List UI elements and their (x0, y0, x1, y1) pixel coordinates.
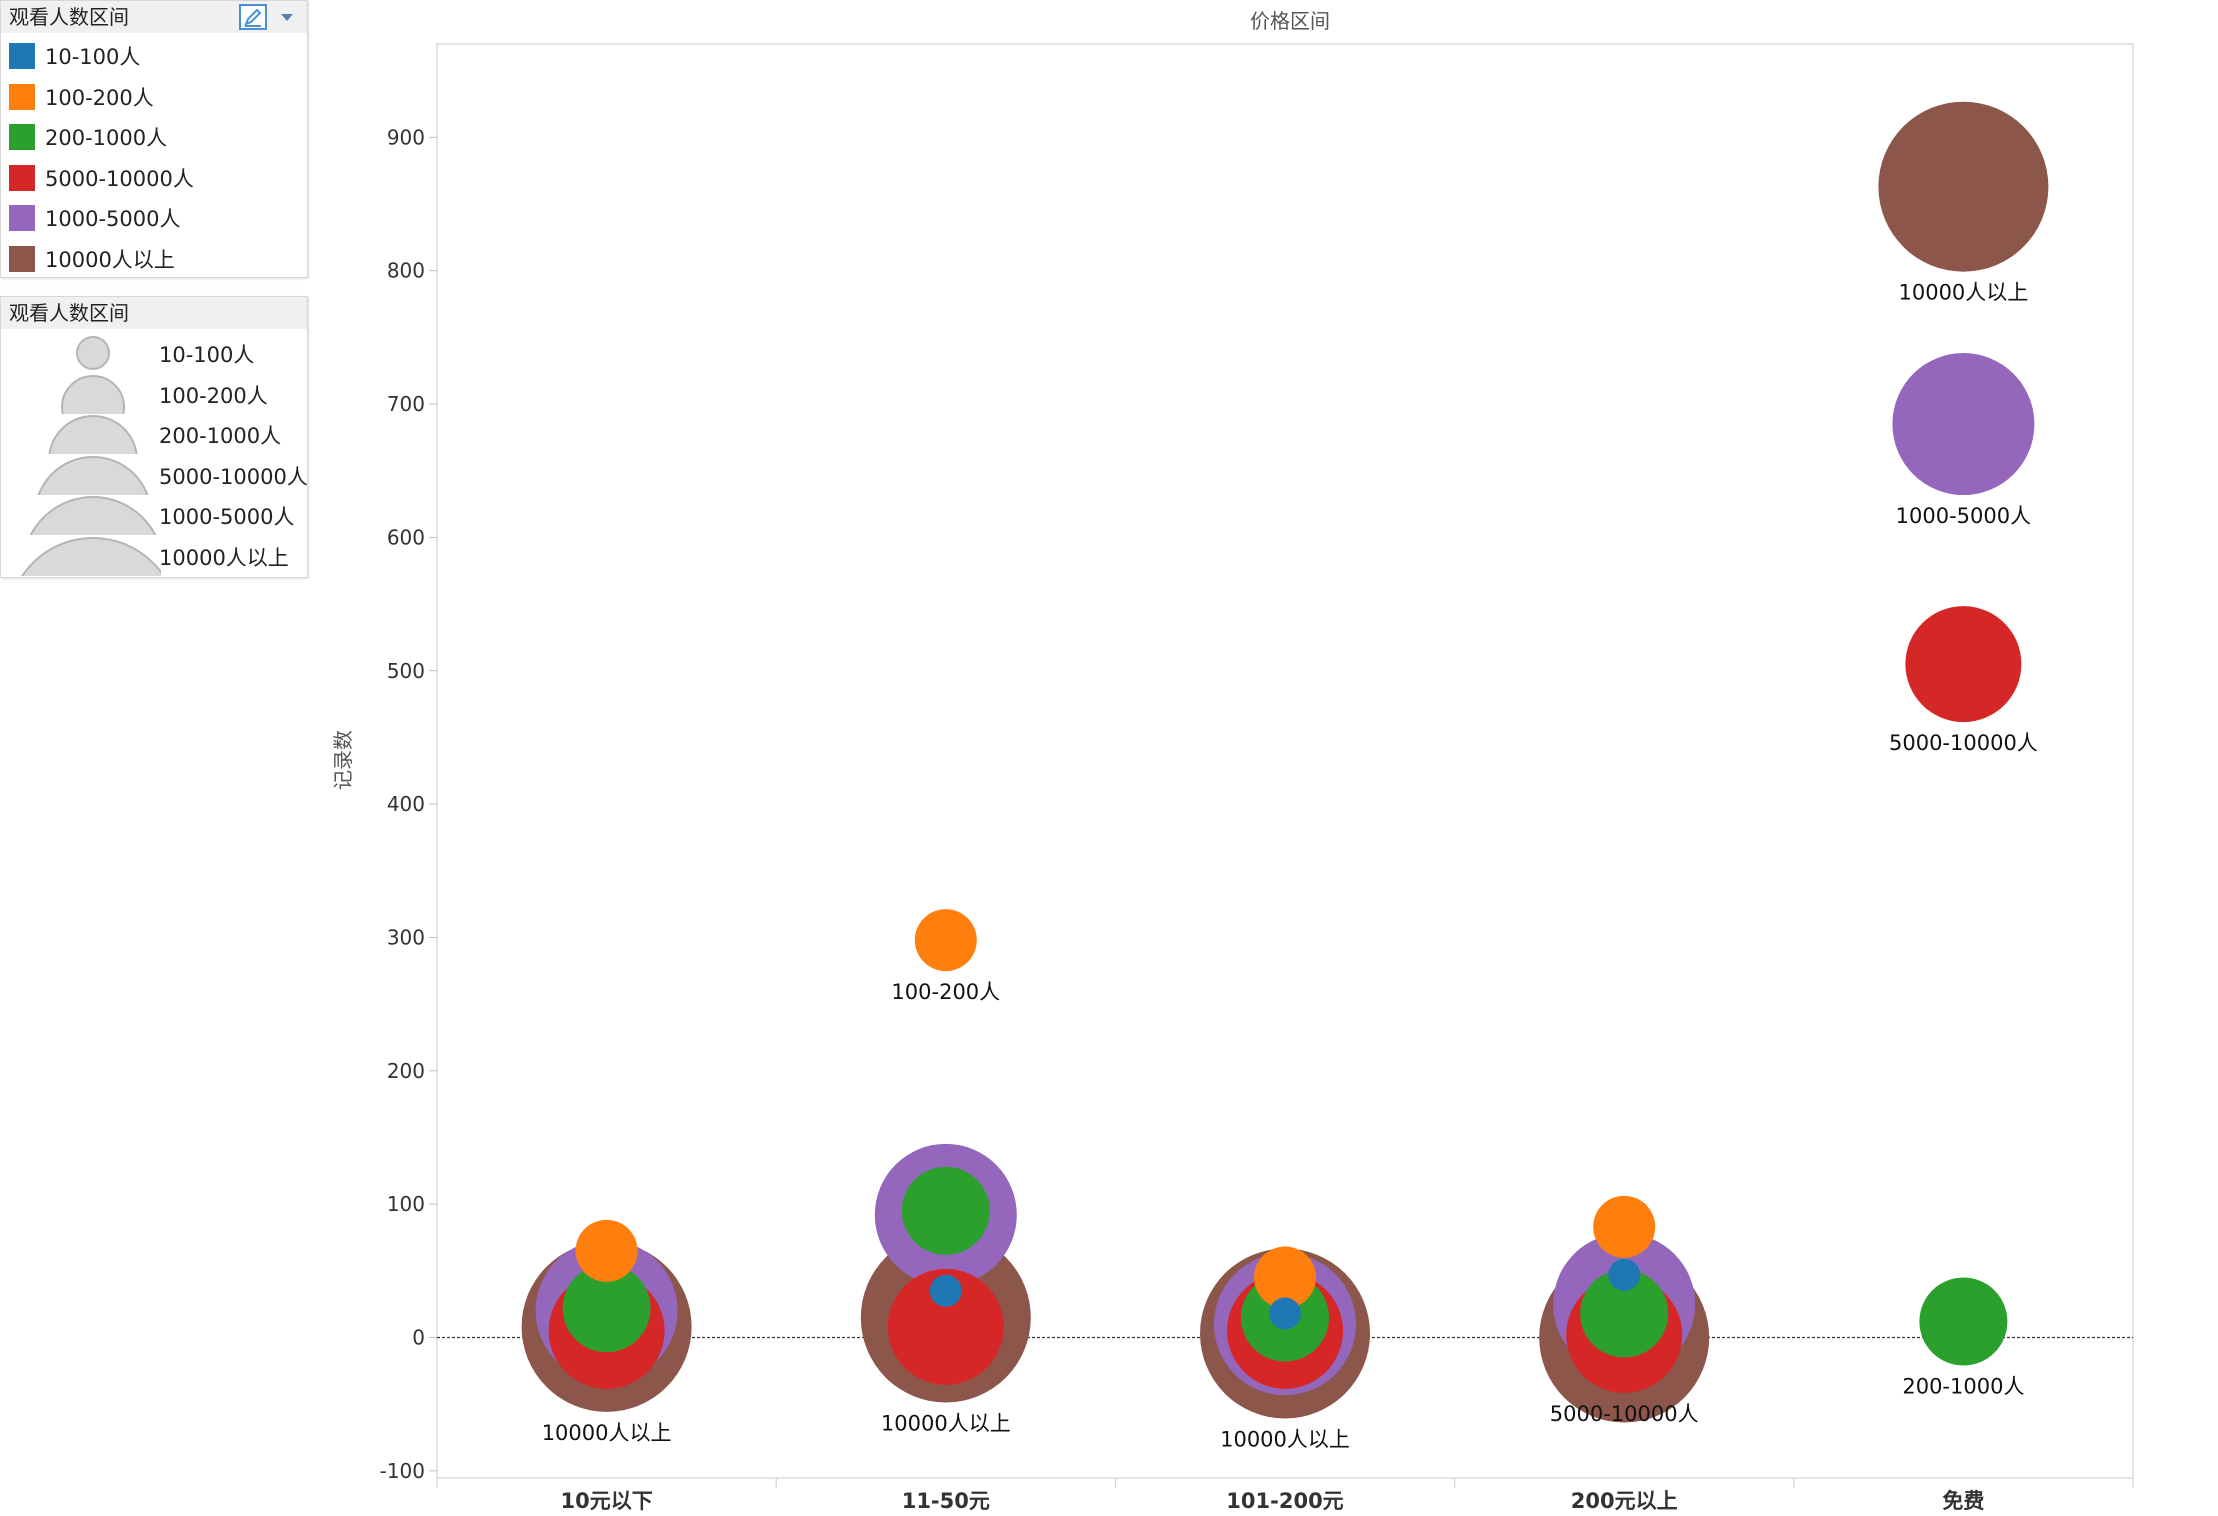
bubble-point[interactable] (1254, 1246, 1316, 1309)
y-tick-label: 100 (387, 1192, 425, 1216)
bubble-label: 10000人以上 (881, 1411, 1011, 1435)
y-axis-title: 记录数 (331, 730, 355, 790)
x-category-label: 200元以上 (1571, 1489, 1678, 1513)
bubble-point[interactable] (887, 1268, 1004, 1385)
x-category-label: 101-200元 (1226, 1489, 1343, 1513)
y-tick-label: 500 (387, 659, 425, 683)
size-legend-item[interactable]: 10000人以上 (1, 536, 301, 576)
color-swatch (9, 205, 35, 231)
chart-title: 价格区间 (1250, 9, 1330, 33)
size-legend: 观看人数区间 10-100人 100-200人 200-1000人 5000-1000… (0, 296, 308, 578)
legend-menu-chevron-icon[interactable] (281, 14, 293, 21)
color-legend-item[interactable]: 10000人以上 (1, 238, 301, 278)
color-legend: 观看人数区间 10-100人 100-200人 200-1000人 5000-1000… (0, 0, 308, 278)
y-tick-label: 0 (412, 1326, 425, 1350)
x-category-label: 11-50元 (902, 1489, 990, 1513)
size-legend-title: 观看人数区间 (1, 297, 307, 329)
bubble-point[interactable] (929, 1274, 962, 1307)
bubble-point[interactable] (1580, 1269, 1669, 1358)
color-legend-label: 100-200人 (45, 85, 154, 110)
bubble-point[interactable] (1269, 1297, 1301, 1330)
size-legend-label: 5000-10000人 (159, 464, 308, 489)
bubble-point[interactable] (1608, 1258, 1641, 1291)
y-tick-label: 900 (387, 125, 425, 149)
size-legend-title-text: 观看人数区间 (9, 301, 129, 325)
size-swatch (21, 536, 161, 576)
bubble-label: 5000-10000人 (1550, 1402, 1699, 1426)
y-tick-label: 800 (387, 259, 425, 283)
axis-layer: -100 0 100 200 300 400 500 600 700 800 900 10元以下 11-… (380, 125, 2134, 1513)
y-tick-label: -100 (380, 1459, 425, 1483)
x-category-label: 免费 (1942, 1489, 1984, 1513)
bubble-label: 200-1000人 (1902, 1374, 2024, 1398)
size-legend-label: 100-200人 (159, 383, 268, 408)
bubble-point[interactable] (1905, 606, 2022, 723)
size-legend-item[interactable]: 100-200人 (1, 374, 301, 414)
y-tick-label: 400 (387, 792, 425, 816)
size-swatch (37, 455, 149, 495)
bubble-point[interactable] (1892, 353, 2035, 496)
size-swatch (61, 374, 125, 414)
size-swatch (29, 496, 157, 535)
color-legend-item[interactable]: 1000-5000人 (1, 197, 301, 237)
bubble-point[interactable] (575, 1219, 638, 1282)
y-tick-label: 300 (387, 925, 425, 949)
y-tick-label: 200 (387, 1059, 425, 1083)
color-swatch (9, 124, 35, 150)
bubble-label: 100-200人 (891, 980, 1000, 1004)
color-swatch (9, 164, 35, 191)
bubble-point[interactable] (1919, 1277, 2008, 1366)
color-swatch (9, 83, 35, 110)
bubble-point[interactable] (1878, 101, 2049, 272)
color-legend-item[interactable]: 5000-10000人 (1, 157, 301, 197)
size-legend-item[interactable]: 200-1000人 (1, 414, 301, 454)
color-swatch (9, 43, 35, 69)
size-swatch (48, 415, 138, 454)
size-swatch (76, 336, 110, 370)
edit-colors-button[interactable] (239, 4, 267, 30)
color-legend-label: 10-100人 (45, 45, 141, 69)
x-category-label: 10元以下 (560, 1489, 652, 1513)
bubble-point[interactable] (901, 1166, 990, 1255)
size-legend-label: 1000-5000人 (159, 505, 295, 529)
pencil-icon (244, 8, 262, 27)
y-tick-label: 600 (387, 525, 425, 549)
bubble-label: 10000人以上 (542, 1421, 672, 1445)
bubble-label: 5000-10000人 (1889, 731, 2038, 755)
color-legend-label: 200-1000人 (45, 126, 168, 150)
color-legend-item[interactable]: 200-1000人 (1, 116, 301, 156)
size-legend-label: 200-1000人 (159, 424, 282, 448)
bubble-point[interactable] (1593, 1195, 1656, 1258)
color-legend-item[interactable]: 100-200人 (1, 76, 301, 116)
color-legend-label: 1000-5000人 (45, 207, 181, 231)
color-swatch (9, 245, 35, 272)
color-legend-item[interactable]: 10-100人 (1, 35, 301, 75)
color-legend-label: 10000人以上 (45, 247, 175, 272)
color-legend-title-text: 观看人数区间 (9, 5, 129, 29)
bubble-layer (521, 101, 2049, 1423)
bubble-label: 10000人以上 (1220, 1427, 1350, 1451)
bubble-label: 10000人以上 (1898, 281, 2028, 305)
bubble-label-layer: 10000人以上 100-200人 10000人以上 10000人以上 5000-100… (542, 281, 2038, 1452)
size-legend-label: 10-100人 (159, 343, 255, 367)
size-legend-item[interactable]: 1000-5000人 (1, 495, 301, 535)
size-legend-item[interactable]: 10-100人 (1, 333, 301, 373)
color-legend-title: 观看人数区间 (1, 1, 307, 33)
color-legend-label: 5000-10000人 (45, 166, 194, 191)
bubble-label: 1000-5000人 (1896, 504, 2031, 528)
plot-border (436, 43, 2134, 1479)
bubble-point[interactable] (914, 909, 977, 972)
bubble-point[interactable] (562, 1264, 651, 1353)
size-legend-item[interactable]: 5000-10000人 (1, 455, 308, 495)
y-tick-label: 700 (387, 392, 425, 416)
size-legend-label: 10000人以上 (159, 545, 289, 570)
